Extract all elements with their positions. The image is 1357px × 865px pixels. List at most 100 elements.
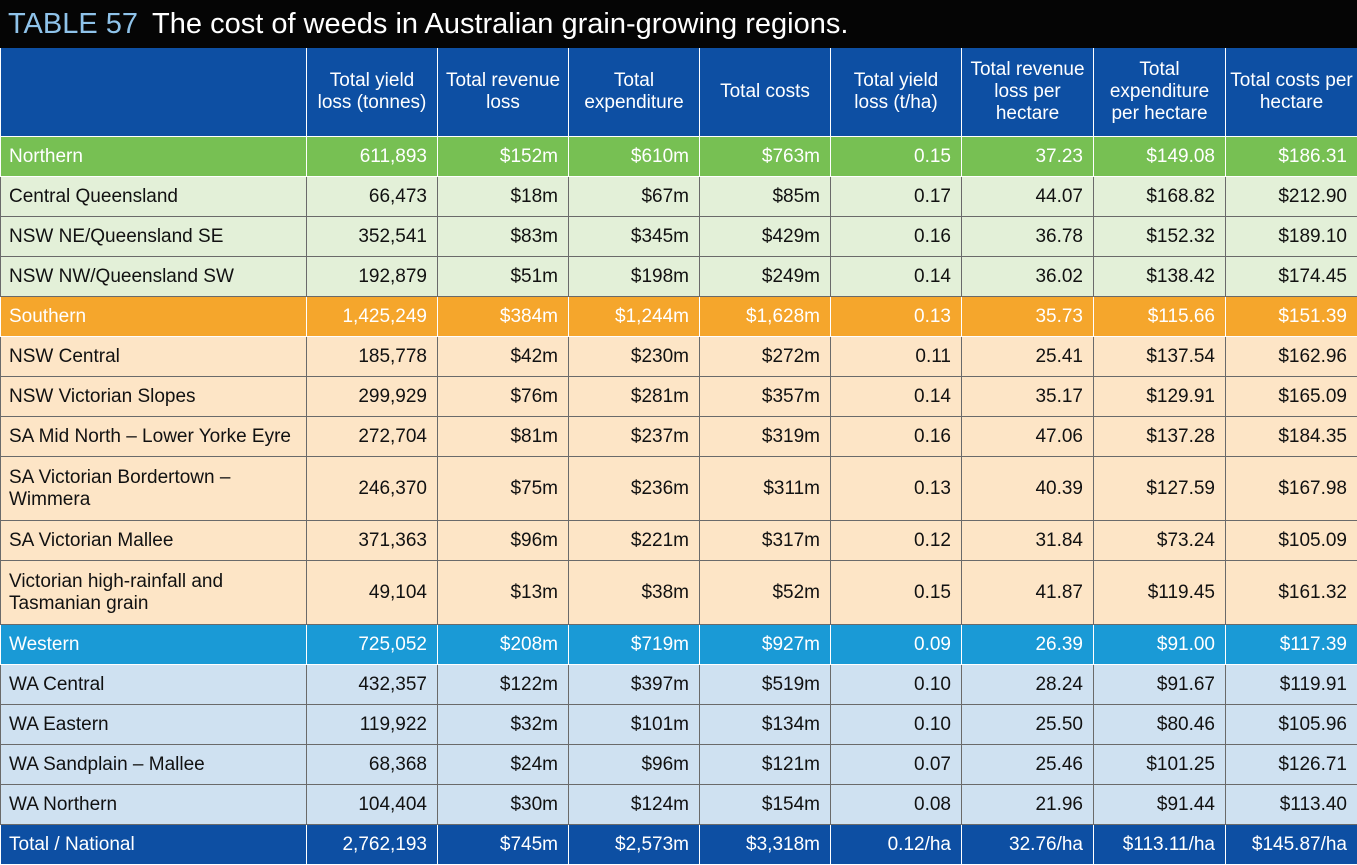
table-cell: 352,541 [306, 216, 438, 257]
table-cell: $610m [568, 136, 700, 177]
region-group-row: Western 725,052 $208m $719m $927m 0.09 26.39 $9… [0, 624, 1357, 665]
table-cell: $73.24 [1093, 520, 1226, 561]
table-cell: $127.59 [1093, 456, 1226, 521]
table-cell: $122m [437, 664, 569, 705]
table-cell: 49,104 [306, 560, 438, 625]
table-cell: 299,929 [306, 376, 438, 417]
weed-cost-table: Total yield loss (tonnes) Total revenue … [0, 48, 1357, 865]
table-cell: $745m [437, 824, 569, 865]
table-cell: 68,368 [306, 744, 438, 785]
table-cell: 44.07 [961, 176, 1094, 217]
table-cell: $151.39 [1225, 296, 1357, 337]
region-group-row: Southern 1,425,249 $384m $1,244m $1,628m 0.13… [0, 296, 1357, 337]
table-cell: $38m [568, 560, 700, 625]
table-cell: 40.39 [961, 456, 1094, 521]
table-cell: 725,052 [306, 624, 438, 665]
table-row: WA Eastern 119,922 $32m $101m $134m 0.10 25.50… [0, 704, 1357, 745]
table-cell: $154m [699, 784, 831, 825]
table-cell: 104,404 [306, 784, 438, 825]
total-row: Total / National 2,762,193 $745m $2,573m $3,… [0, 824, 1357, 865]
table-row: WA Northern 104,404 $30m $124m $154m 0.08 21.9… [0, 784, 1357, 825]
table-cell: $13m [437, 560, 569, 625]
column-header: Total costs [699, 48, 831, 137]
table-cell: 0.16 [830, 216, 962, 257]
table-row: NSW NE/Queensland SE 352,541 $83m $345m $429… [0, 216, 1357, 257]
table-cell: $113.40 [1225, 784, 1357, 825]
table-cell: 0.14 [830, 376, 962, 417]
table-cell: $137.54 [1093, 336, 1226, 377]
region-name-cell: WA Northern [0, 784, 307, 825]
table-cell: $113.11/ha [1093, 824, 1226, 865]
table-cell: $83m [437, 216, 569, 257]
table-cell: $85m [699, 176, 831, 217]
table-cell: 0.16 [830, 416, 962, 457]
table-cell: $91.67 [1093, 664, 1226, 705]
table-cell: $429m [699, 216, 831, 257]
column-header: Total revenue loss per hectare [961, 48, 1094, 137]
table-title: The cost of weeds in Australian grain-gr… [152, 7, 849, 40]
table-cell: $272m [699, 336, 831, 377]
region-name-cell: SA Mid North – Lower Yorke Eyre [0, 416, 307, 457]
table-cell: $152.32 [1093, 216, 1226, 257]
table-cell: $384m [437, 296, 569, 337]
table-cell: 25.50 [961, 704, 1094, 745]
table-cell: 0.09 [830, 624, 962, 665]
table-cell: $137.28 [1093, 416, 1226, 457]
table-cell: 35.73 [961, 296, 1094, 337]
table-cell: $67m [568, 176, 700, 217]
table-cell: 246,370 [306, 456, 438, 521]
table-cell: $81m [437, 416, 569, 457]
region-name-cell: NSW NE/Queensland SE [0, 216, 307, 257]
table-cell: $91.44 [1093, 784, 1226, 825]
table-cell: 32.76/ha [961, 824, 1094, 865]
region-name-cell: WA Sandplain – Mallee [0, 744, 307, 785]
region-name-cell: Northern [0, 136, 307, 177]
column-header: Total expenditure per hectare [1093, 48, 1226, 137]
table-cell: $124m [568, 784, 700, 825]
region-name-cell: Total / National [0, 824, 307, 865]
table-cell: $189.10 [1225, 216, 1357, 257]
table-cell: 37.23 [961, 136, 1094, 177]
region-name-cell: SA Victorian Mallee [0, 520, 307, 561]
region-name-cell: Southern [0, 296, 307, 337]
region-name-cell: Victorian high-rainfall and Tasmanian gr… [0, 560, 307, 625]
region-name-cell: NSW Victorian Slopes [0, 376, 307, 417]
column-header: Total expenditure [568, 48, 700, 137]
table-cell: $311m [699, 456, 831, 521]
table-cell: $719m [568, 624, 700, 665]
table-cell: $121m [699, 744, 831, 785]
table-cell: $24m [437, 744, 569, 785]
table-cell: $237m [568, 416, 700, 457]
region-name-cell: NSW Central [0, 336, 307, 377]
table-cell: $212.90 [1225, 176, 1357, 217]
table-cell: 31.84 [961, 520, 1094, 561]
table-cell: $1,244m [568, 296, 700, 337]
table-cell: $96m [568, 744, 700, 785]
table-cell: 0.12/ha [830, 824, 962, 865]
table-cell: $519m [699, 664, 831, 705]
table-cell: $119.91 [1225, 664, 1357, 705]
table-cell: $129.91 [1093, 376, 1226, 417]
table-title-bar: TABLE 57 The cost of weeds in Australian… [0, 0, 1357, 48]
table-cell: 1,425,249 [306, 296, 438, 337]
table-cell: 119,922 [306, 704, 438, 745]
table-cell: $18m [437, 176, 569, 217]
table-cell: 272,704 [306, 416, 438, 457]
table-cell: 36.78 [961, 216, 1094, 257]
table-cell: 25.46 [961, 744, 1094, 785]
table-cell: 0.15 [830, 560, 962, 625]
table-row: SA Victorian Bordertown – Wimmera 246,370… [0, 456, 1357, 521]
table-cell: $168.82 [1093, 176, 1226, 217]
table-cell: $51m [437, 256, 569, 297]
table-cell: $101m [568, 704, 700, 745]
table-cell: $927m [699, 624, 831, 665]
table-cell: 0.10 [830, 704, 962, 745]
table-cell: $249m [699, 256, 831, 297]
table-row: Central Queensland 66,473 $18m $67m $85m 0.17… [0, 176, 1357, 217]
table-cell: $161.32 [1225, 560, 1357, 625]
table-cell: 185,778 [306, 336, 438, 377]
table-cell: 35.17 [961, 376, 1094, 417]
table-cell: $230m [568, 336, 700, 377]
table-cell: $397m [568, 664, 700, 705]
region-group-row: Northern 611,893 $152m $610m $763m 0.15 37.23 $… [0, 136, 1357, 177]
